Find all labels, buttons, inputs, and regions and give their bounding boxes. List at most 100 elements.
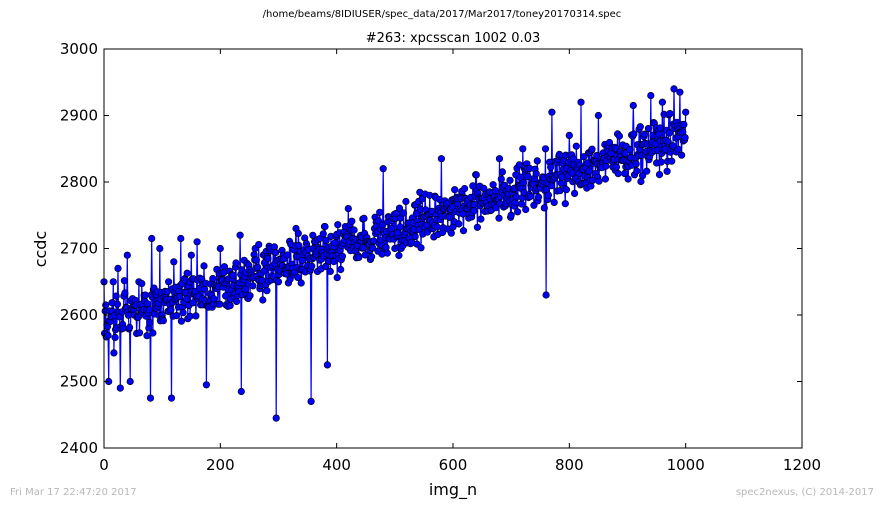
data-point	[148, 234, 156, 243]
data-point	[532, 170, 540, 178]
data-point	[624, 175, 632, 183]
data-point	[680, 120, 688, 129]
data-point	[263, 287, 271, 295]
data-point	[283, 251, 291, 259]
data-point	[111, 333, 119, 342]
data-point	[643, 167, 651, 175]
data-point	[595, 177, 603, 185]
data-point	[658, 98, 667, 106]
data-point	[307, 397, 315, 406]
data-point	[461, 185, 469, 193]
data-point	[682, 108, 690, 116]
data-point	[526, 192, 535, 200]
data-point	[470, 207, 478, 215]
data-point	[522, 205, 530, 214]
data-point	[477, 215, 485, 223]
data-point	[491, 187, 500, 195]
data-point	[368, 253, 376, 261]
data-point	[146, 319, 154, 327]
data-point	[272, 414, 280, 422]
data-point	[298, 256, 306, 264]
data-point	[294, 273, 302, 282]
data-point	[470, 200, 479, 209]
data-point	[338, 252, 347, 260]
data-point	[249, 282, 257, 290]
data-point	[630, 130, 638, 138]
data-point	[116, 384, 124, 392]
data-point	[447, 229, 455, 237]
data-point	[519, 145, 527, 153]
data-point	[297, 279, 305, 287]
y-tick-label: 2900	[60, 107, 98, 125]
x-tick-label: 0	[99, 456, 109, 474]
data-point	[594, 111, 603, 120]
data-point	[326, 267, 334, 276]
x-axis-label: img_n	[429, 480, 477, 500]
data-point	[633, 167, 641, 175]
y-tick-label: 2500	[60, 373, 98, 391]
data-point	[308, 262, 316, 270]
data-point	[498, 168, 507, 176]
data-point	[321, 223, 329, 231]
data-point	[542, 291, 550, 299]
data-point	[638, 172, 647, 180]
data-point	[533, 157, 541, 165]
y-tick-label: 2700	[60, 240, 98, 258]
data-point	[360, 214, 368, 222]
data-point	[530, 201, 538, 209]
data-point	[517, 200, 526, 208]
data-point	[507, 211, 515, 219]
data-point	[319, 230, 327, 238]
data-point	[159, 317, 167, 325]
data-point	[626, 146, 634, 154]
data-point	[220, 269, 228, 277]
data-point	[252, 256, 260, 264]
data-point	[379, 165, 387, 173]
y-axis-label: ccdc	[31, 231, 50, 268]
data-point	[255, 241, 263, 249]
data-point	[167, 306, 175, 314]
data-point	[333, 274, 341, 282]
data-point	[593, 152, 601, 160]
data-point	[620, 169, 629, 178]
data-point	[146, 394, 155, 402]
data-point	[259, 296, 267, 304]
data-point	[192, 312, 200, 320]
data-point	[396, 223, 404, 231]
data-point	[513, 208, 522, 216]
plot-area	[104, 49, 802, 448]
data-point	[655, 171, 664, 179]
data-point	[222, 292, 230, 300]
data-point	[640, 130, 649, 138]
data-point	[274, 278, 283, 286]
data-point	[568, 169, 576, 177]
data-point	[387, 225, 395, 233]
data-point	[226, 302, 234, 310]
data-point	[102, 301, 110, 309]
data-point	[359, 244, 368, 252]
data-point	[656, 124, 664, 132]
data-point	[121, 289, 129, 297]
data-point	[232, 259, 240, 267]
data-point	[337, 265, 345, 274]
y-tick-label: 3000	[60, 40, 98, 58]
x-tick-label: 200	[206, 456, 235, 474]
data-point	[676, 88, 684, 96]
data-point	[170, 258, 178, 266]
data-point	[126, 323, 134, 332]
data-point	[495, 155, 504, 163]
chart-title: #263: xpcsscan 1002 0.03	[365, 31, 541, 46]
data-point	[376, 208, 384, 216]
data-point	[472, 171, 480, 179]
data-point	[272, 249, 280, 257]
data-point	[417, 244, 425, 252]
data-point	[176, 293, 184, 301]
data-point	[677, 151, 686, 159]
data-point	[165, 278, 173, 286]
data-point	[473, 223, 482, 231]
data-point	[395, 204, 404, 212]
data-point	[392, 209, 400, 218]
data-point	[655, 130, 663, 138]
data-point	[666, 109, 674, 118]
